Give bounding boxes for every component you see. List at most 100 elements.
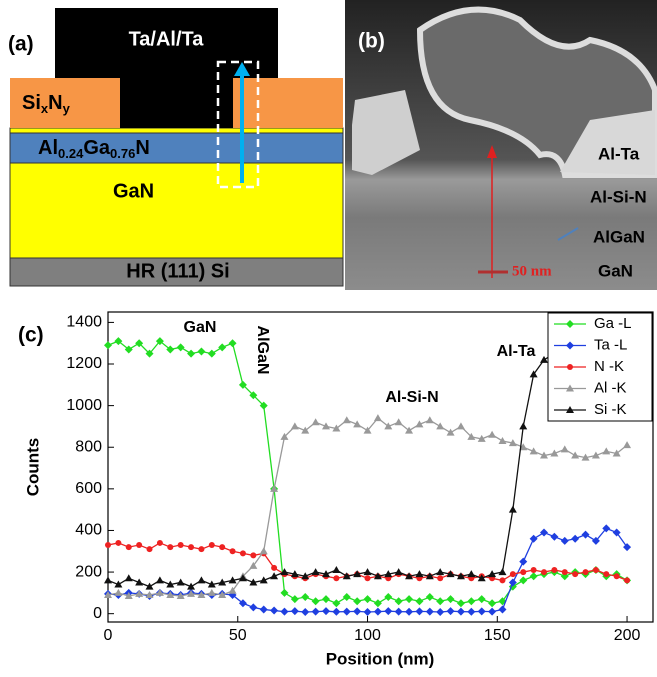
data-point (343, 593, 351, 601)
data-point (541, 569, 547, 575)
data-point (509, 506, 517, 513)
data-point (519, 576, 527, 584)
data-point (571, 452, 579, 459)
data-point (498, 437, 506, 444)
data-point (540, 529, 548, 537)
panel-label: (c) (18, 324, 44, 347)
label-sub: y (63, 101, 71, 116)
data-point (623, 441, 631, 448)
x-tick-label: 100 (354, 627, 381, 644)
data-point (384, 607, 392, 615)
legend-label: Al -K (594, 379, 627, 396)
x-tick-label: 150 (484, 627, 511, 644)
data-point (374, 599, 382, 607)
data-point (312, 568, 320, 575)
data-point (572, 571, 578, 577)
data-point (582, 531, 590, 539)
data-point (353, 597, 361, 605)
data-point (395, 608, 403, 616)
data-point (457, 608, 465, 616)
data-point (519, 422, 527, 429)
data-point (457, 599, 465, 607)
data-point (260, 547, 268, 554)
y-tick-label: 800 (75, 438, 102, 455)
data-point (208, 589, 216, 596)
data-point (301, 608, 309, 616)
data-point (291, 607, 299, 615)
layer-label: AlGaN (593, 227, 645, 246)
data-point (208, 350, 216, 358)
data-point (291, 422, 299, 429)
data-point (447, 607, 455, 615)
annotation: AlGaN (254, 326, 271, 375)
panel-label: (a) (8, 33, 34, 56)
data-point (540, 356, 548, 363)
interlayer (10, 128, 343, 133)
panel-label: (b) (358, 30, 385, 53)
data-point (343, 608, 351, 616)
data-point (312, 597, 320, 605)
data-point (177, 578, 185, 585)
data-point (478, 607, 486, 615)
legend-label: Ta -L (594, 336, 627, 353)
data-point (333, 575, 339, 581)
data-point (374, 608, 382, 616)
data-point (405, 595, 413, 603)
label-sub: 0.76 (110, 146, 135, 161)
data-point (436, 597, 444, 605)
data-point (156, 576, 164, 583)
data-point (613, 529, 621, 537)
legend-label: N -K (594, 358, 624, 375)
data-point (583, 569, 589, 575)
data-point (467, 597, 475, 605)
data-point (395, 568, 403, 575)
channel-layer (10, 163, 343, 258)
figure: (a) Ta/Al/Ta SixNy Al0.24Ga0.76N GaN HR … (0, 0, 657, 672)
data-point (229, 339, 237, 347)
y-tick-label: 1200 (66, 355, 102, 372)
y-tick-label: 1000 (66, 397, 102, 414)
data-point (147, 546, 153, 552)
data-point (488, 608, 496, 616)
data-point (436, 608, 444, 616)
data-point (530, 535, 538, 543)
data-point (426, 593, 434, 601)
data-point (415, 597, 423, 605)
data-point (332, 566, 340, 573)
data-point (177, 343, 185, 351)
data-point (364, 608, 372, 616)
legend-marker (567, 364, 573, 370)
data-point (415, 570, 423, 577)
data-point (436, 422, 444, 429)
data-point (250, 552, 256, 558)
data-point (365, 575, 371, 581)
data-point (602, 447, 610, 454)
data-point (562, 569, 568, 575)
data-point (157, 540, 163, 546)
data-point (322, 595, 330, 603)
data-point (614, 573, 620, 579)
data-point (322, 607, 330, 615)
data-point (467, 570, 475, 577)
data-point (353, 607, 361, 615)
data-point (550, 533, 558, 541)
data-point (104, 341, 112, 349)
data-point (104, 576, 112, 583)
data-point (531, 567, 537, 573)
data-point (280, 589, 288, 597)
data-point (280, 608, 288, 616)
y-tick-label: 400 (75, 522, 102, 539)
page: {"panel_a": {"label": "(a)", "metal": "T… (0, 0, 657, 672)
data-point (240, 550, 246, 556)
x-tick-label: 200 (614, 627, 641, 644)
data-point (624, 577, 630, 583)
data-point (136, 542, 142, 548)
data-point (364, 595, 372, 603)
legend-label: Si -K (594, 401, 627, 418)
data-point (198, 546, 204, 552)
label-sub: 0.24 (58, 146, 84, 161)
data-point (530, 572, 538, 580)
annotation: GaN (184, 319, 217, 336)
label-part: Si (22, 92, 41, 114)
data-point (510, 571, 516, 577)
